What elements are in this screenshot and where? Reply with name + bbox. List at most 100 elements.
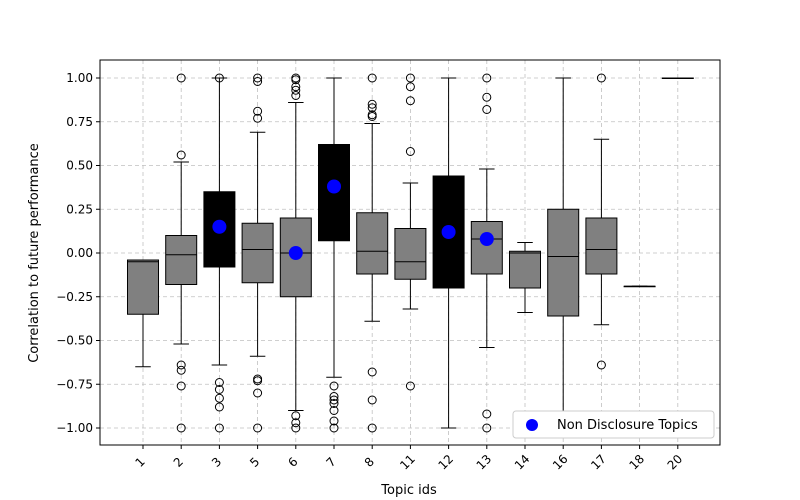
legend-label: Non Disclosure Topics xyxy=(557,418,698,433)
outlier-point xyxy=(405,82,415,92)
y-tick-label: 1.00 xyxy=(66,71,93,85)
legend-box xyxy=(512,410,715,439)
box-13 xyxy=(470,221,503,275)
outlier-point xyxy=(291,75,301,85)
outlier-point xyxy=(291,82,301,92)
x-tick-label: 8 xyxy=(362,455,377,470)
outlier-point xyxy=(291,411,301,421)
outlier-point xyxy=(482,73,492,83)
legend: Non Disclosure Topics xyxy=(512,410,715,439)
box-2 xyxy=(165,235,198,285)
box-8 xyxy=(356,212,389,275)
outlier-point xyxy=(329,423,339,433)
y-tick-label: 0.00 xyxy=(66,246,93,260)
outlier-point xyxy=(214,402,224,412)
x-tick-label: 13 xyxy=(474,452,495,473)
x-tick-label: 1 xyxy=(133,455,148,470)
x-tick-label: 16 xyxy=(550,452,571,473)
outlier-point xyxy=(482,92,492,102)
x-tick-label: 7 xyxy=(324,455,339,470)
outlier-point xyxy=(367,99,377,109)
x-tick-label: 14 xyxy=(512,452,533,473)
outlier-point xyxy=(329,399,339,408)
outlier-point xyxy=(405,73,415,83)
outlier-point xyxy=(253,73,263,83)
outlier-point xyxy=(367,103,377,113)
outlier-point xyxy=(176,73,186,83)
outlier-point xyxy=(176,381,186,391)
outlier-point xyxy=(329,406,339,415)
outlier-point xyxy=(253,106,263,116)
non-disclosure-marker xyxy=(288,246,303,260)
y-tick-label: 0.25 xyxy=(66,202,93,216)
outlier-point xyxy=(329,381,339,391)
y-tick-label: −1.00 xyxy=(56,421,93,435)
x-tick-label: 20 xyxy=(665,452,686,473)
x-tick-label: 11 xyxy=(397,452,418,473)
outlier-point xyxy=(596,360,606,370)
axis-layer: −1.00 −0.75 −0.50 −0.25 0.00 0.25 0.50 0.75 1.00… xyxy=(56,71,685,473)
box-5 xyxy=(241,222,274,284)
outlier-point xyxy=(367,395,377,405)
non-disclosure-marker xyxy=(479,232,494,246)
box-1 xyxy=(127,259,159,315)
outlier-point xyxy=(405,381,415,391)
x-tick-label: 12 xyxy=(435,452,456,473)
outlier-point xyxy=(367,367,377,377)
x-tick-label: 2 xyxy=(171,455,186,470)
outlier-point xyxy=(176,423,186,433)
marker-layer xyxy=(212,179,494,260)
x-tick-label: 5 xyxy=(247,455,262,470)
box-3 xyxy=(203,191,236,268)
outlier-point xyxy=(482,423,492,433)
outlier-point xyxy=(291,85,301,95)
outlier-point xyxy=(253,376,263,386)
non-disclosure-marker xyxy=(441,225,456,239)
outlier-point xyxy=(367,73,377,83)
outlier-point xyxy=(214,393,224,403)
non-disclosure-marker xyxy=(327,179,341,194)
y-tick-label: −0.50 xyxy=(56,334,93,348)
x-tick-label: 17 xyxy=(588,452,609,473)
box-17 xyxy=(585,217,618,275)
box-14 xyxy=(509,250,541,289)
non-disclosure-marker xyxy=(212,219,227,234)
outlier-point xyxy=(329,395,339,405)
outlier-point xyxy=(214,385,224,394)
outlier-point xyxy=(253,388,263,398)
outlier-point xyxy=(367,112,377,121)
y-tick-label: 0.50 xyxy=(66,159,93,173)
outlier-point xyxy=(253,77,263,86)
outlier-point xyxy=(176,150,186,160)
outlier-point xyxy=(176,365,186,375)
outlier-point xyxy=(405,96,415,106)
outlier-point xyxy=(367,423,377,433)
outlier-point xyxy=(482,105,492,114)
outlier-point xyxy=(176,360,186,370)
outlier-point xyxy=(329,416,339,426)
outlier-point xyxy=(253,423,263,433)
legend-marker xyxy=(526,419,538,431)
outlier-point xyxy=(291,91,301,100)
box-16 xyxy=(547,208,580,317)
outlier-point xyxy=(214,423,224,433)
outlier-point xyxy=(596,73,606,83)
outlier-point xyxy=(253,113,263,123)
y-tick-label: 0.75 xyxy=(66,115,93,129)
x-tick-label: 18 xyxy=(626,452,647,473)
outlier-point xyxy=(291,423,301,433)
y-tick-label: −0.75 xyxy=(56,377,93,391)
x-axis-label: Topic ids xyxy=(380,483,437,498)
outlier-point xyxy=(214,73,224,83)
y-axis-label: Correlation to future performance xyxy=(27,143,42,363)
outlier-point xyxy=(214,378,224,387)
x-tick-label: 6 xyxy=(285,455,300,470)
outlier-point xyxy=(405,147,415,156)
box-11 xyxy=(394,228,427,280)
outlier-point xyxy=(482,409,492,419)
y-tick-label: −0.25 xyxy=(56,290,93,304)
box-layer xyxy=(127,73,694,433)
x-tick-label: 3 xyxy=(209,455,224,470)
outlier-point xyxy=(291,418,301,428)
